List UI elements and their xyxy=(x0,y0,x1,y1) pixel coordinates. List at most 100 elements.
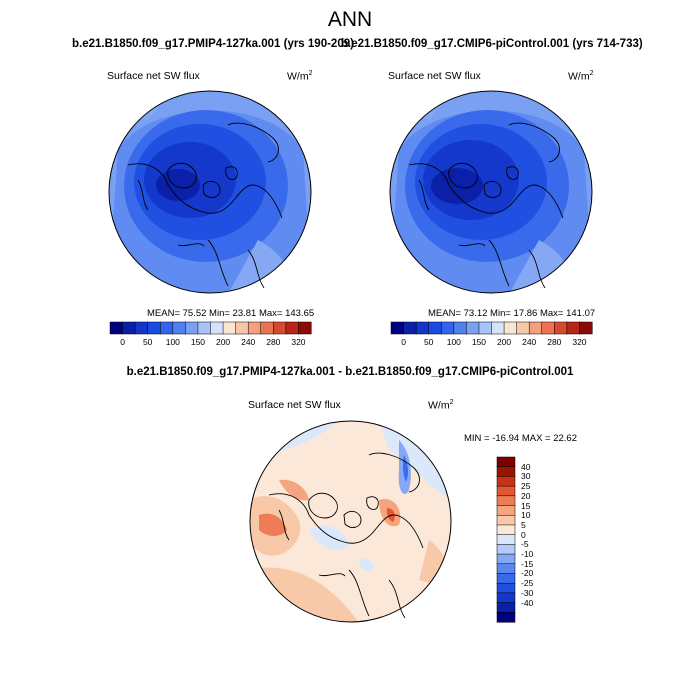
diff-colorbar-swatch xyxy=(496,456,516,468)
right-colorbar-tick-label: 150 xyxy=(471,337,487,347)
diff-colorbar-tick-label: 40 xyxy=(521,461,531,472)
right-colorbar-tick-label: 50 xyxy=(423,337,434,347)
diff-colorbar-swatch xyxy=(496,466,516,477)
left-polar-map xyxy=(108,90,312,294)
right-case-title: b.e21.B1850.f09_g17.CMIP6-piControl.001 … xyxy=(341,38,643,50)
diff-colorbar-tick-label: -10 xyxy=(521,549,534,560)
right-colorbar-swatch xyxy=(528,321,543,335)
diff-colorbar-tick-label: -15 xyxy=(521,558,534,569)
left-colorbar-tick-label: 280 xyxy=(266,337,281,347)
diff-colorbar-swatch xyxy=(496,592,516,604)
diff-colorbar-tick-label: 25 xyxy=(521,481,531,492)
right-colorbar-swatch xyxy=(390,321,405,335)
right-colorbar-swatch xyxy=(415,321,430,335)
diff-colorbar-swatch xyxy=(496,544,516,555)
right-colorbar-tick-label: 100 xyxy=(446,337,461,347)
left-case-title: b.e21.B1850.f09_g17.PMIP4-127ka.001 (yrs… xyxy=(72,38,354,50)
left-colorbar-swatch xyxy=(172,321,186,335)
left-colorbar-ticks: 0 50 100 150 200 240 280 320 xyxy=(110,337,311,349)
left-colorbar-swatch xyxy=(235,321,249,335)
left-stats: MEAN= 75.52 Min= 23.81 Max= 143.65 xyxy=(147,308,315,319)
right-variable-label: Surface net SW flux xyxy=(388,70,481,82)
diff-colorbar-tick-label: 15 xyxy=(521,500,531,511)
right-colorbar-swatch xyxy=(466,321,480,335)
right-colorbar-tick-label: 240 xyxy=(522,337,537,347)
diff-colorbar-swatch xyxy=(496,514,516,526)
diff-colorbar-swatch xyxy=(496,582,516,594)
right-colorbar-swatch xyxy=(554,321,568,335)
right-stats: MEAN= 73.12 Min= 17.86 Max= 141.07 xyxy=(428,308,596,319)
right-coastlines xyxy=(408,122,564,289)
left-map-band-6 xyxy=(156,169,200,201)
left-colorbar-swatch xyxy=(222,321,237,335)
diff-colorbar-tick-label: -40 xyxy=(521,597,534,608)
diff-case-title: b.e21.B1850.f09_g17.PMIP4-127ka.001 - b.… xyxy=(126,366,574,378)
right-colorbar-swatch xyxy=(453,321,467,335)
right-colorbar-tick-label: 320 xyxy=(572,337,587,347)
left-colorbar-swatch xyxy=(185,321,199,335)
left-colorbar-swatch xyxy=(109,321,124,335)
diff-colorbar-swatch xyxy=(496,485,516,497)
diff-coastlines xyxy=(268,452,424,619)
left-colorbar-tick-label: 200 xyxy=(215,337,231,347)
diff-colorbar-swatch xyxy=(496,553,516,565)
diff-colorbar xyxy=(496,456,516,623)
right-colorbar-swatch xyxy=(516,321,530,335)
right-colorbar-swatch xyxy=(579,321,593,335)
right-units-label: W/m2 xyxy=(568,70,594,83)
diff-colorbar-swatch xyxy=(496,476,516,487)
diff-map-positive-northwest xyxy=(279,479,309,501)
diff-map-negative-peak xyxy=(402,455,409,482)
right-colorbar-swatch xyxy=(491,321,505,335)
diff-stats: MIN = -16.94 MAX = 22.62 xyxy=(464,433,578,444)
diff-polar-map xyxy=(249,420,452,623)
diff-map-negative-center xyxy=(309,525,349,550)
diff-map-positive-west-core xyxy=(259,513,287,536)
right-colorbar-swatch xyxy=(541,321,555,335)
left-variable-label: Surface net SW flux xyxy=(107,70,200,82)
right-polar-map xyxy=(389,90,593,294)
diff-map-negative-south xyxy=(359,558,374,572)
diff-colorbar-swatch xyxy=(496,495,516,507)
diff-colorbar-swatch xyxy=(496,534,516,545)
diff-colorbar-tick-label: 30 xyxy=(521,471,531,482)
right-colorbar-swatch xyxy=(428,321,442,335)
right-colorbar-swatch xyxy=(403,321,417,335)
right-colorbar-swatch xyxy=(441,321,455,335)
diff-colorbar-ticks: 40 30 25 20 15 10 5 0 -5 -10 -15 -20 -25 -30 -40 xyxy=(519,457,559,622)
diff-colorbar-swatch xyxy=(496,505,516,516)
page-title: ANN xyxy=(327,8,373,31)
diff-colorbar-tick-label: 0 xyxy=(521,529,526,540)
diff-colorbar-tick-label: 20 xyxy=(521,490,531,501)
diff-colorbar-swatch xyxy=(496,563,516,575)
diff-colorbar-tick-label: 10 xyxy=(521,510,531,521)
diff-colorbar-swatch xyxy=(496,573,516,584)
left-colorbar-swatch xyxy=(298,321,312,335)
right-colorbar-tick-label: 200 xyxy=(496,337,512,347)
left-colorbar-swatch xyxy=(210,321,224,335)
right-colorbar-tick-label: 0 xyxy=(401,337,406,347)
left-colorbar-swatch xyxy=(197,321,212,335)
diff-colorbar-tick-label: -5 xyxy=(521,539,529,550)
left-colorbar xyxy=(109,321,312,335)
diff-colorbar-swatch xyxy=(496,612,516,623)
left-colorbar-swatch xyxy=(160,321,174,335)
right-colorbar-tick-label: 280 xyxy=(547,337,562,347)
left-colorbar-swatch xyxy=(134,321,149,335)
left-colorbar-tick-label: 100 xyxy=(165,337,180,347)
diff-colorbar-tick-label: -25 xyxy=(521,578,534,589)
diff-colorbar-tick-label: -30 xyxy=(521,587,534,598)
left-colorbar-tick-label: 240 xyxy=(241,337,256,347)
left-colorbar-swatch xyxy=(122,321,136,335)
diff-variable-label: Surface net SW flux xyxy=(248,399,341,411)
left-colorbar-tick-label: 50 xyxy=(142,337,153,347)
left-coastlines xyxy=(127,122,283,289)
diff-colorbar-swatch xyxy=(496,602,516,613)
left-units-label: W/m2 xyxy=(287,70,313,83)
right-colorbar-ticks: 0 50 100 150 200 240 280 320 xyxy=(391,337,592,349)
left-colorbar-swatch xyxy=(273,321,287,335)
left-colorbar-tick-label: 0 xyxy=(120,337,125,347)
left-colorbar-tick-label: 320 xyxy=(291,337,306,347)
left-colorbar-tick-label: 150 xyxy=(190,337,206,347)
left-colorbar-swatch xyxy=(247,321,262,335)
